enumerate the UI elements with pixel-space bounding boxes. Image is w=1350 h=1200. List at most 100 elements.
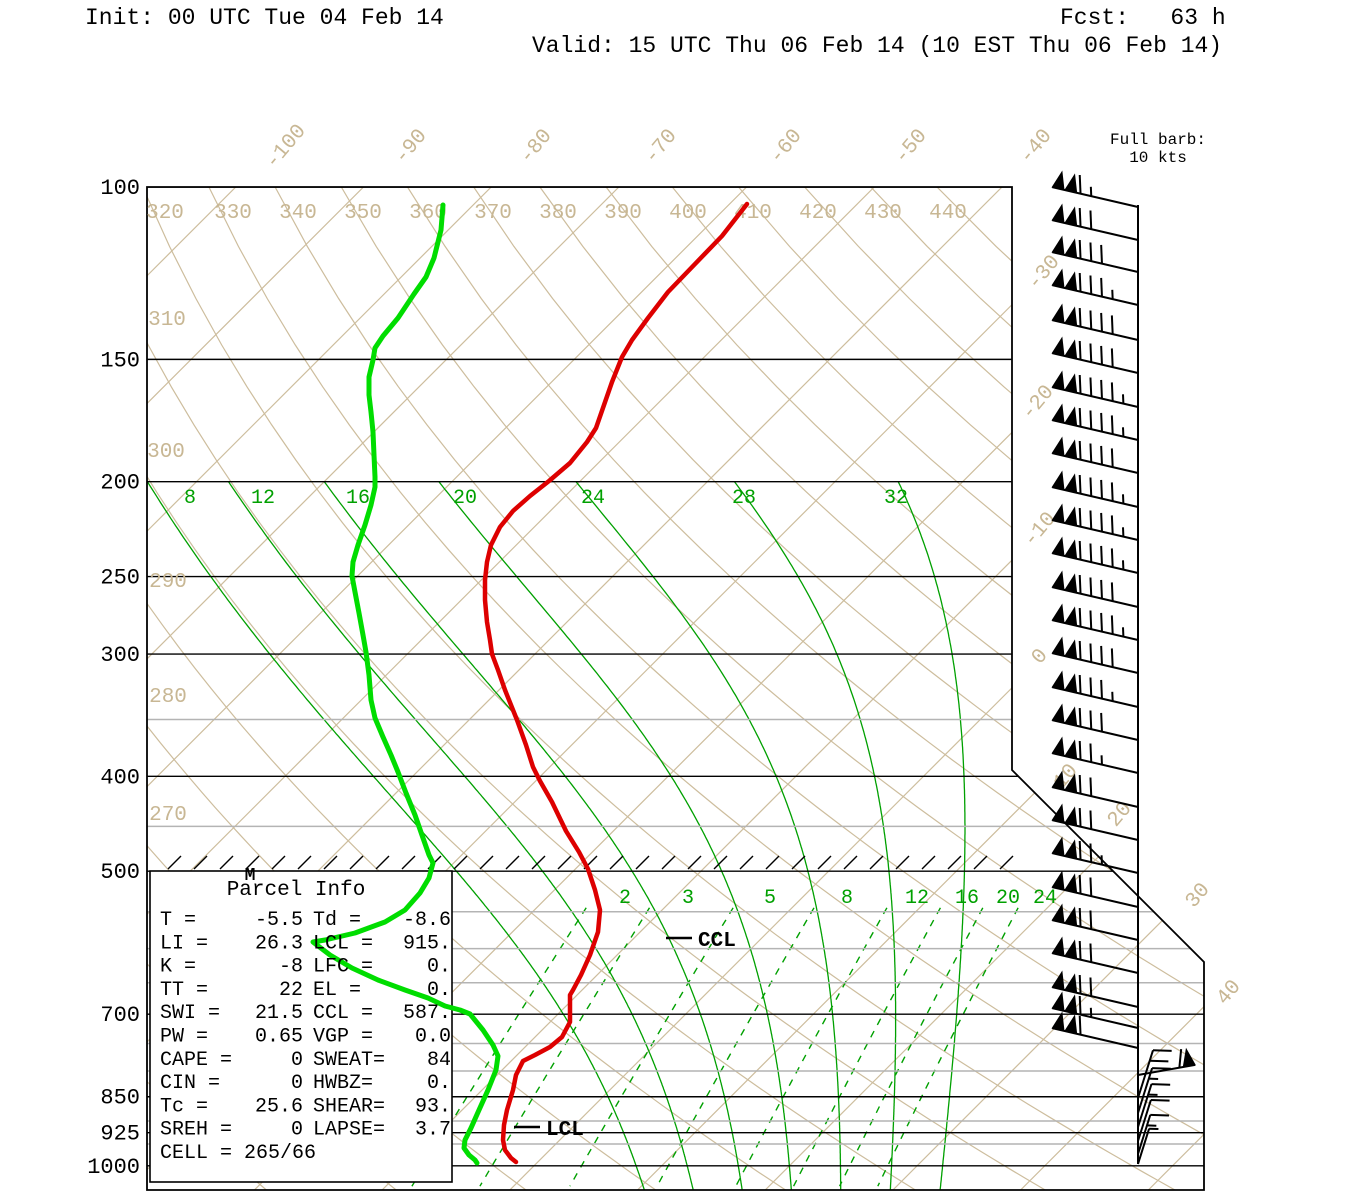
hatch-tick [479,855,494,870]
svg-text:84: 84 [427,1049,451,1072]
svg-text:587.: 587. [403,1002,451,1025]
svg-text:0: 0 [1028,645,1054,669]
svg-text:400: 400 [100,765,140,790]
dry-adiabat-line [804,187,1204,1190]
dry-adiabat-line [936,187,1204,1190]
svg-text:500: 500 [100,860,140,885]
hatch-tick [375,855,390,870]
dry-adiabat-line [406,187,1204,1190]
svg-text:-60: -60 [766,125,808,169]
wind-barb [1051,536,1139,574]
isotherm-line [147,187,364,1190]
svg-text:20: 20 [453,487,477,510]
hatch-tick [765,855,780,870]
svg-text:290: 290 [149,571,187,594]
moist-adiabat-line [227,481,694,1190]
svg-text:LI =: LI = [160,932,208,955]
svg-text:340: 340 [279,202,317,225]
wind-barb [1051,303,1139,341]
hatch-tick [843,855,858,870]
svg-text:93.: 93. [415,1095,451,1118]
wind-barb [1051,470,1139,508]
svg-text:21.5: 21.5 [255,1002,303,1025]
svg-text:SREH =: SREH = [160,1119,232,1142]
svg-text:20: 20 [996,887,1020,910]
wind-barb [1051,235,1139,273]
svg-text:16: 16 [955,887,979,910]
wind-barb [1137,1113,1170,1155]
svg-text:TT =: TT = [160,979,208,1002]
svg-text:0.0: 0.0 [415,1026,451,1049]
svg-text:0.: 0. [427,1072,451,1095]
hatch-tick [531,855,546,870]
wind-barb [1051,703,1139,741]
wind-barb [1051,991,1139,1029]
hatch-tick [219,855,234,870]
moist-adiabat-line [897,481,966,1190]
wind-barb [1051,736,1139,774]
isotherm-line [637,187,1204,1190]
wind-barb [1051,936,1139,974]
svg-text:40: 40 [1213,976,1247,1010]
svg-text:VGP =: VGP = [313,1026,373,1049]
temperature-profile [482,201,750,1165]
dry-adiabat-line [870,187,1204,1190]
wind-barb [1137,1047,1196,1076]
svg-text:26.3: 26.3 [255,932,303,955]
wind-barb [1051,370,1139,408]
svg-text:-40: -40 [1016,125,1058,169]
svg-text:150: 150 [100,348,140,373]
svg-text:5: 5 [764,887,776,910]
hatch-tick [349,855,364,870]
isotherm-line [764,187,1204,1190]
dry-adiabat-line [340,187,1204,1190]
wind-barb-column [1051,170,1196,1165]
svg-text:28: 28 [732,487,756,510]
svg-text:-70: -70 [641,125,683,169]
moist-adiabat-line [438,481,792,1190]
svg-text:SWI =: SWI = [160,1002,220,1025]
svg-text:PW =: PW = [160,1026,208,1049]
svg-text:M: M [245,866,256,886]
svg-text:HWBZ=: HWBZ= [313,1072,373,1095]
hatch-tick [739,855,754,870]
wind-barb [1051,836,1139,874]
hatch-tick [895,855,910,870]
mixing-ratio-line [569,907,734,1187]
wind-barb [1051,803,1139,841]
hatch-tick [817,855,832,870]
wind-barb [1051,503,1139,541]
svg-text:300: 300 [100,643,140,668]
svg-text:0: 0 [291,1072,303,1095]
svg-text:390: 390 [604,202,642,225]
wind-barb [1051,336,1139,374]
svg-text:-90: -90 [391,125,433,169]
svg-text:CIN =: CIN = [160,1072,220,1095]
svg-text:330: 330 [214,202,252,225]
svg-text:310: 310 [148,309,186,332]
svg-text:0.: 0. [427,956,451,979]
svg-text:-80: -80 [516,125,558,169]
wind-barb [1051,870,1139,908]
svg-text:-5.5: -5.5 [255,909,303,932]
wind-barb [1051,436,1139,474]
svg-text:270: 270 [149,804,187,827]
svg-text:LAPSE=: LAPSE= [313,1119,385,1142]
isotherm-line [381,187,1204,1190]
svg-text:Tc =: Tc = [160,1095,208,1118]
hatch-tick [453,855,468,870]
svg-text:300: 300 [147,441,185,464]
svg-text:8: 8 [184,487,196,510]
svg-text:30: 30 [1182,879,1216,913]
svg-text:700: 700 [100,1003,140,1028]
mixing-ratio-line [792,907,942,1187]
wind-barb [1051,570,1139,608]
svg-text:320: 320 [146,202,184,225]
svg-text:12: 12 [905,887,929,910]
init-time-label: Init: 00 UTC Tue 04 Feb 14 [85,5,444,31]
hatch-tick [609,855,624,870]
wind-barb [1051,603,1139,641]
moist-adiabat-line [147,481,645,1190]
svg-text:16: 16 [346,487,370,510]
svg-text:0.65: 0.65 [255,1026,303,1049]
